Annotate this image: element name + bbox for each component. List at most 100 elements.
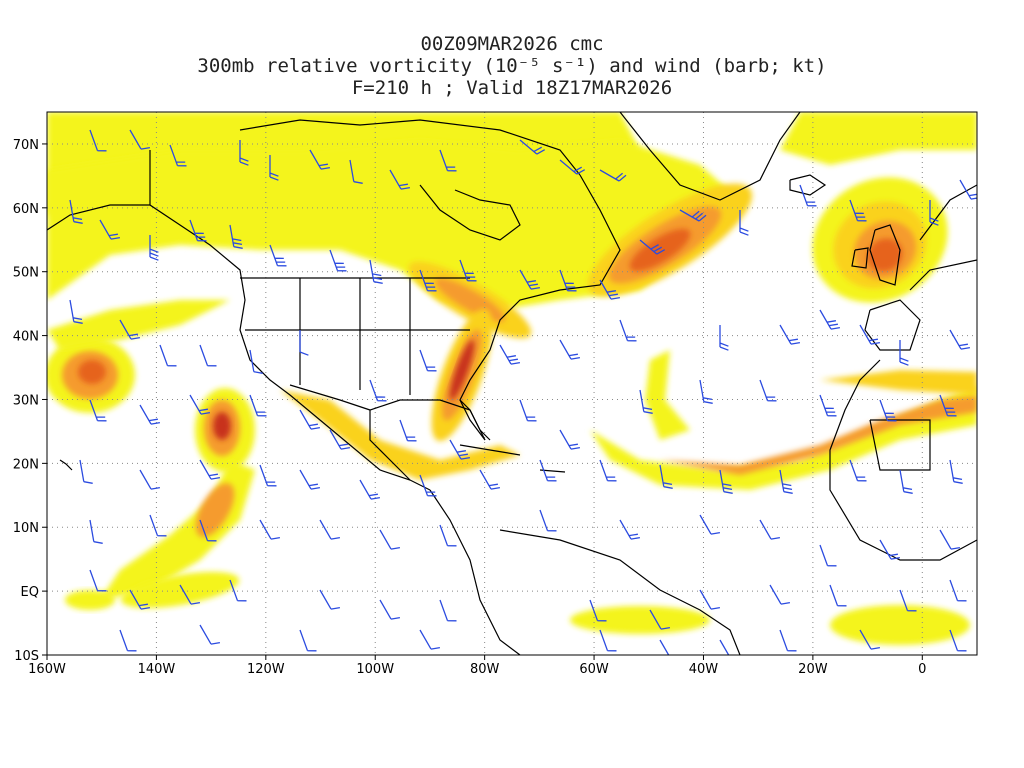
- lon-tick-label: 80W: [470, 662, 500, 677]
- wind-barb: [799, 184, 817, 207]
- shade-europe-peak: [867, 238, 903, 272]
- wind-barb: [299, 629, 317, 652]
- title-line-3: F=210 h ; Valid 18Z17MAR2026: [351, 77, 673, 99]
- shade-subtrop-low: [590, 385, 977, 490]
- wind-barb: [139, 469, 161, 490]
- wind-barb: [439, 149, 457, 172]
- lon-tick-label: 0: [918, 662, 926, 677]
- wind-barb: [879, 399, 897, 422]
- wind-barb: [129, 589, 151, 610]
- wind-barb: [149, 235, 159, 261]
- wind-barb: [389, 169, 411, 190]
- wind-barb: [719, 325, 729, 351]
- wind-barb: [419, 349, 437, 372]
- hudson-bay: [419, 184, 521, 241]
- wind-barb: [359, 479, 381, 500]
- wind-barb: [929, 200, 939, 226]
- lat-tick-label: 60N: [13, 202, 39, 217]
- wind-barb: [299, 409, 321, 430]
- wind-barb: [559, 159, 586, 175]
- wind-barb: [439, 599, 457, 622]
- alaska-coast: [47, 204, 150, 231]
- wind-barb: [659, 639, 670, 655]
- shade-canada-band: [47, 140, 740, 310]
- wind-barb: [699, 589, 721, 610]
- title-line-1: 00Z09MAR2026 cmc: [420, 33, 604, 55]
- wind-barb: [599, 169, 627, 182]
- lon-tick-label: 40W: [689, 662, 719, 677]
- shade-greenland-band: [780, 112, 977, 165]
- wind-barb: [519, 269, 541, 290]
- wind-barb: [399, 419, 417, 442]
- wind-barb: [229, 579, 247, 602]
- shade-trop-africa: [830, 605, 970, 645]
- wind-barb: [559, 339, 581, 360]
- hawaii-islands: [59, 459, 73, 471]
- wind-barb: [379, 599, 401, 620]
- wind-barb: [899, 340, 909, 366]
- plot-frame: [46, 111, 978, 656]
- wind-barb: [879, 539, 901, 560]
- wind-barb: [459, 259, 477, 282]
- wind-barb: [69, 299, 83, 324]
- florida-coast: [459, 399, 491, 441]
- wind-barb: [539, 509, 557, 532]
- wind-barb: [439, 524, 457, 547]
- wind-barb: [779, 324, 801, 345]
- wind-barbs: [69, 129, 977, 655]
- wind-barb: [199, 519, 217, 542]
- title-line-2: 300mb relative vorticity (10⁻⁵ s⁻¹) and …: [197, 55, 827, 77]
- wind-barb: [849, 199, 867, 222]
- gulf-coast: [369, 399, 486, 481]
- wind-barb: [189, 394, 211, 415]
- wind-barb: [499, 344, 521, 365]
- lat-tick-label: 10N: [13, 521, 39, 536]
- scandinavia-coast: [919, 184, 977, 241]
- wind-barb: [119, 319, 141, 340]
- longitude-axis: 160W 140W 120W 100W 80W 60W 40W 20W 0: [28, 655, 926, 677]
- wind-barb: [99, 219, 121, 240]
- wind-barb: [619, 319, 637, 342]
- us-mexico-border: [289, 384, 371, 411]
- wind-barb: [419, 269, 437, 292]
- wind-barb: [149, 514, 167, 537]
- shade-cutoff-tail-high: [195, 483, 235, 537]
- wind-barb: [639, 239, 666, 255]
- wind-barb: [759, 379, 777, 402]
- wind-barb: [199, 344, 217, 367]
- greenland-coast: [619, 112, 801, 201]
- wind-barb: [119, 629, 137, 652]
- canada-arctic-coast: [239, 119, 581, 176]
- wind-barb: [559, 429, 581, 450]
- lon-tick-label: 20W: [798, 662, 828, 677]
- wind-barb: [719, 469, 733, 494]
- wind-barb: [79, 459, 93, 484]
- wind-barb: [189, 219, 207, 242]
- wind-barb: [899, 469, 913, 494]
- wind-barb: [849, 459, 867, 482]
- wind-barb: [539, 459, 557, 482]
- wind-barb: [859, 629, 881, 650]
- lon-tick-label: 140W: [138, 662, 176, 677]
- wind-barb: [179, 584, 201, 605]
- wind-barb: [949, 459, 963, 484]
- wind-barb: [599, 279, 621, 300]
- wind-barb: [959, 179, 977, 200]
- wind-barb: [319, 589, 341, 610]
- wind-barb: [739, 210, 749, 236]
- lat-tick-label: 40N: [13, 330, 39, 345]
- wind-barb: [239, 140, 249, 166]
- shade-atl-hook: [645, 350, 690, 440]
- shade-trop-atl: [570, 606, 710, 634]
- wind-barb: [309, 149, 331, 170]
- shade-pac-arm: [47, 300, 230, 350]
- lat-tick-label: 30N: [13, 393, 39, 408]
- wind-barb: [199, 459, 221, 480]
- europe-coast: [909, 259, 977, 291]
- wind-barb: [229, 224, 243, 249]
- south-america-west-coast: [429, 489, 521, 655]
- wind-barb: [329, 429, 351, 450]
- wind-barb: [249, 349, 263, 374]
- wind-barb: [599, 629, 617, 652]
